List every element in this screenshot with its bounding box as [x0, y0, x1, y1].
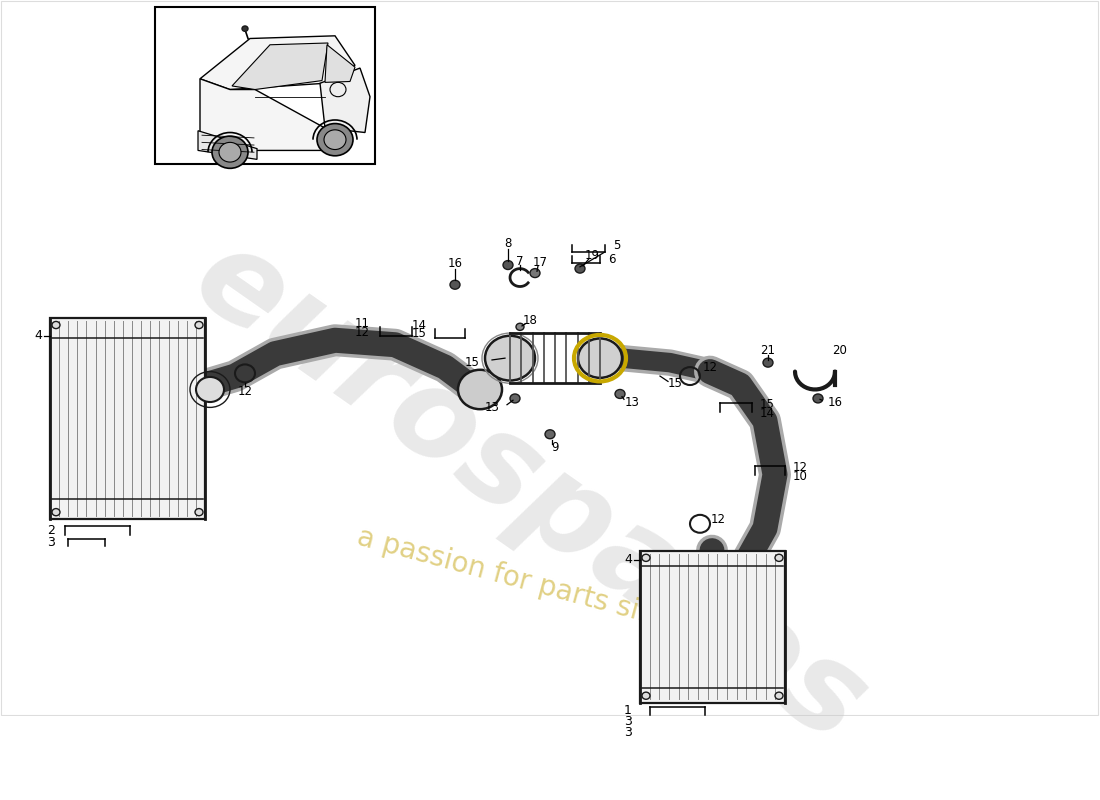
Text: 20: 20 [833, 345, 847, 358]
Text: 6: 6 [608, 253, 616, 266]
Circle shape [485, 336, 535, 381]
Circle shape [544, 430, 556, 438]
Text: 12: 12 [355, 326, 370, 338]
Circle shape [195, 509, 204, 516]
Text: 3: 3 [624, 726, 632, 739]
Circle shape [763, 358, 773, 367]
Text: 15: 15 [668, 377, 682, 390]
Circle shape [503, 261, 513, 270]
Circle shape [575, 264, 585, 273]
Circle shape [317, 123, 353, 156]
Text: 3: 3 [624, 715, 632, 728]
Text: 15: 15 [760, 398, 774, 411]
Text: 3: 3 [47, 536, 55, 549]
Text: 4: 4 [624, 553, 632, 566]
Circle shape [450, 280, 460, 290]
Bar [640, 550, 785, 703]
Circle shape [615, 390, 625, 398]
Text: 10: 10 [793, 470, 807, 483]
Text: 12: 12 [711, 513, 726, 526]
Text: 12: 12 [793, 461, 808, 474]
Text: 4: 4 [34, 330, 42, 342]
Text: 8: 8 [504, 237, 512, 250]
Circle shape [516, 323, 524, 330]
Polygon shape [200, 78, 324, 150]
Circle shape [642, 692, 650, 699]
Polygon shape [198, 130, 257, 159]
Polygon shape [320, 68, 370, 133]
Circle shape [510, 394, 520, 403]
Text: a passion for parts since 1985: a passion for parts since 1985 [354, 523, 767, 658]
Text: 15: 15 [412, 327, 427, 341]
Text: 11: 11 [355, 317, 370, 330]
Bar [155, 7, 375, 164]
Circle shape [776, 692, 783, 699]
Text: 7: 7 [516, 255, 524, 268]
Circle shape [813, 394, 823, 403]
Bar [50, 318, 205, 519]
Text: 15: 15 [465, 356, 480, 369]
Circle shape [330, 82, 346, 97]
Text: 17: 17 [532, 256, 548, 269]
Circle shape [212, 136, 248, 168]
Circle shape [776, 554, 783, 562]
Text: 16: 16 [448, 257, 462, 270]
Circle shape [52, 509, 60, 516]
Text: 1: 1 [624, 705, 632, 718]
Text: 18: 18 [522, 314, 538, 327]
Polygon shape [232, 43, 328, 90]
Circle shape [578, 338, 621, 378]
Circle shape [324, 130, 346, 150]
Text: 13: 13 [485, 401, 501, 414]
Text: 12: 12 [703, 361, 717, 374]
Circle shape [242, 26, 248, 31]
Polygon shape [200, 36, 355, 90]
Text: eurospares: eurospares [172, 216, 889, 769]
Text: 12: 12 [238, 385, 253, 398]
Text: 21: 21 [760, 345, 775, 358]
Text: 14: 14 [760, 407, 775, 420]
Circle shape [458, 370, 502, 409]
Circle shape [195, 322, 204, 329]
Text: 2: 2 [47, 525, 55, 538]
Text: 14: 14 [412, 318, 427, 331]
Circle shape [530, 269, 540, 278]
Text: 19: 19 [584, 249, 600, 262]
Polygon shape [324, 45, 355, 82]
Text: 13: 13 [625, 397, 639, 410]
Circle shape [219, 142, 241, 162]
Circle shape [642, 554, 650, 562]
Text: 9: 9 [551, 441, 559, 454]
Circle shape [52, 322, 60, 329]
Text: 16: 16 [828, 397, 843, 410]
Circle shape [196, 377, 224, 402]
Text: 5: 5 [613, 239, 620, 252]
